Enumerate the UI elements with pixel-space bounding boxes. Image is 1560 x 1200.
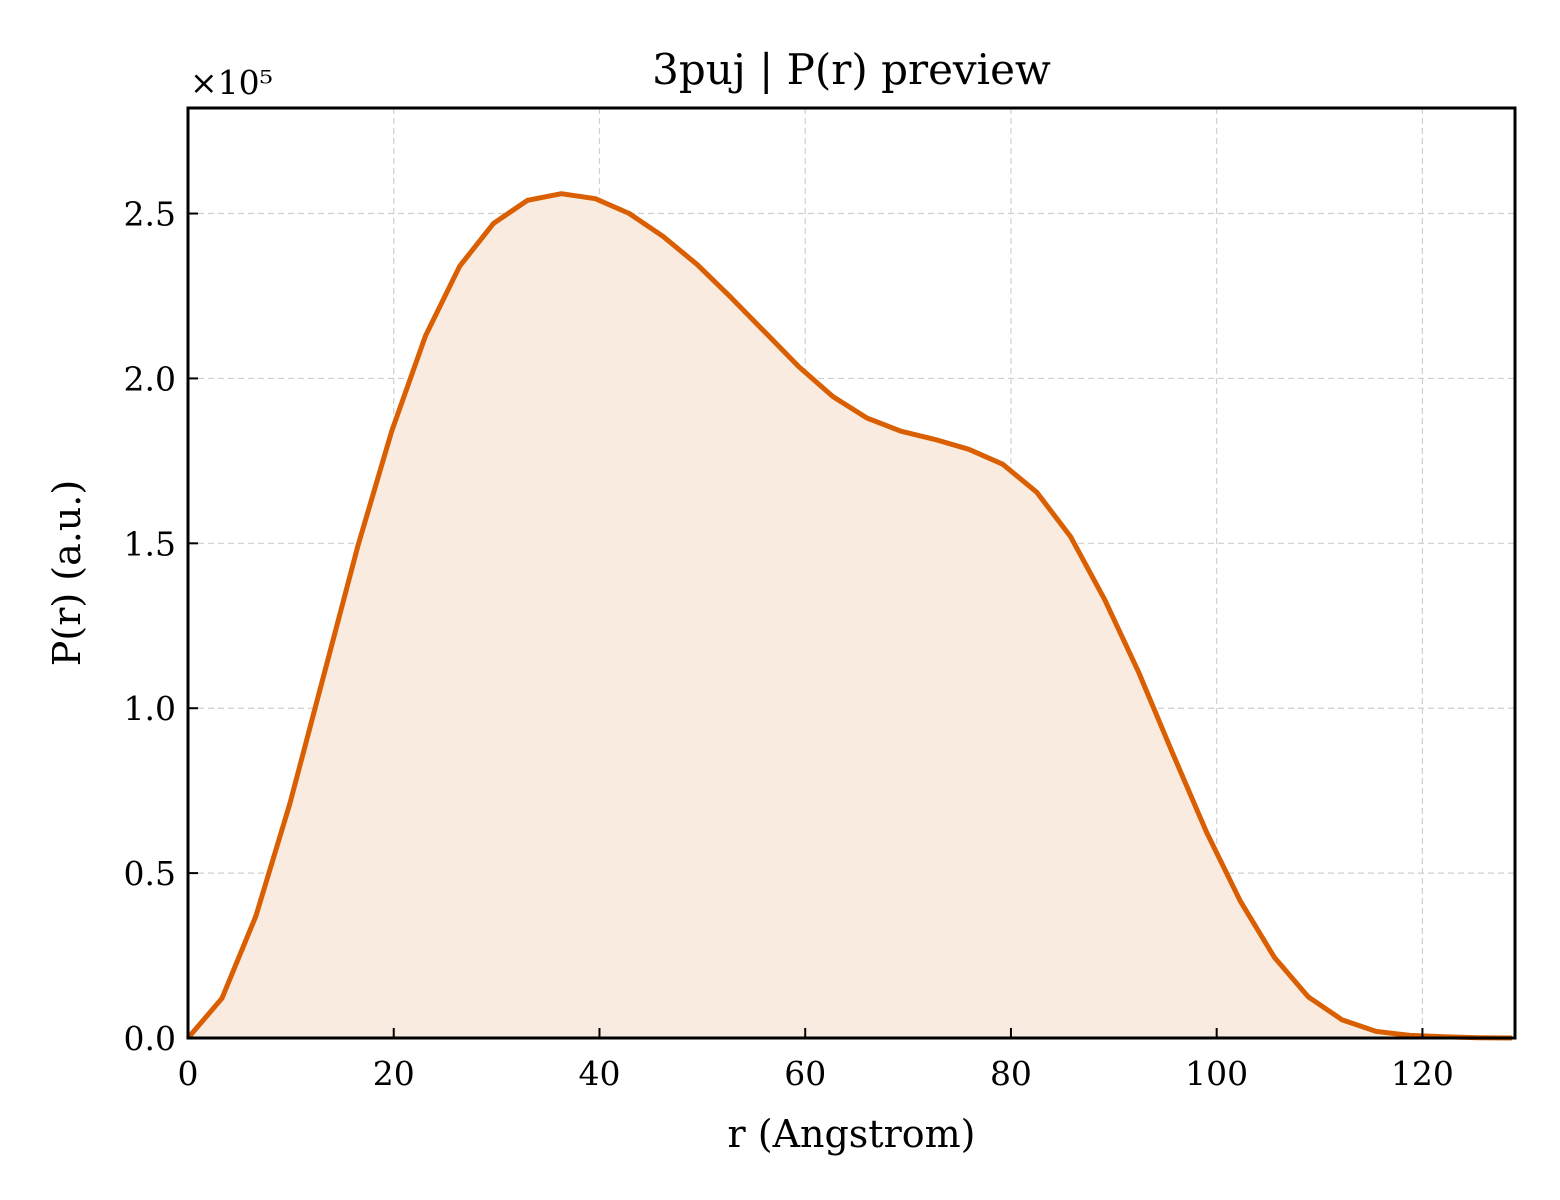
- y-tick-label: 2.5: [124, 195, 176, 234]
- chart-title: 3puj | P(r) preview: [652, 45, 1051, 94]
- x-tick-label: 0: [178, 1054, 199, 1093]
- x-tick-label: 100: [1185, 1054, 1248, 1093]
- y-tick-label: 0.0: [124, 1019, 176, 1058]
- y-axis-label: P(r) (a.u.): [45, 480, 89, 666]
- x-tick-label: 120: [1391, 1054, 1454, 1093]
- y-tick-label: 1.0: [124, 689, 176, 728]
- x-tick-label: 20: [373, 1054, 415, 1093]
- x-tick-label: 40: [578, 1054, 620, 1093]
- area-fill: [188, 193, 1512, 1038]
- y-tick-label: 1.5: [124, 524, 176, 563]
- x-tick-label: 80: [990, 1054, 1032, 1093]
- x-axis-label: r (Angstrom): [728, 1112, 976, 1156]
- x-tick-label: 60: [784, 1054, 826, 1093]
- y-tick-label: 0.5: [124, 854, 176, 893]
- series-line: [186, 191, 1512, 1041]
- y-offset-label: ×10⁵: [190, 63, 273, 102]
- ticks: 0 20 40 60 80 100 120 0.0 0.5 1.0 1.5 2.0 2.5: [124, 195, 1454, 1093]
- plot-frame: [186, 106, 1517, 1040]
- y-tick-label: 2.0: [124, 359, 176, 398]
